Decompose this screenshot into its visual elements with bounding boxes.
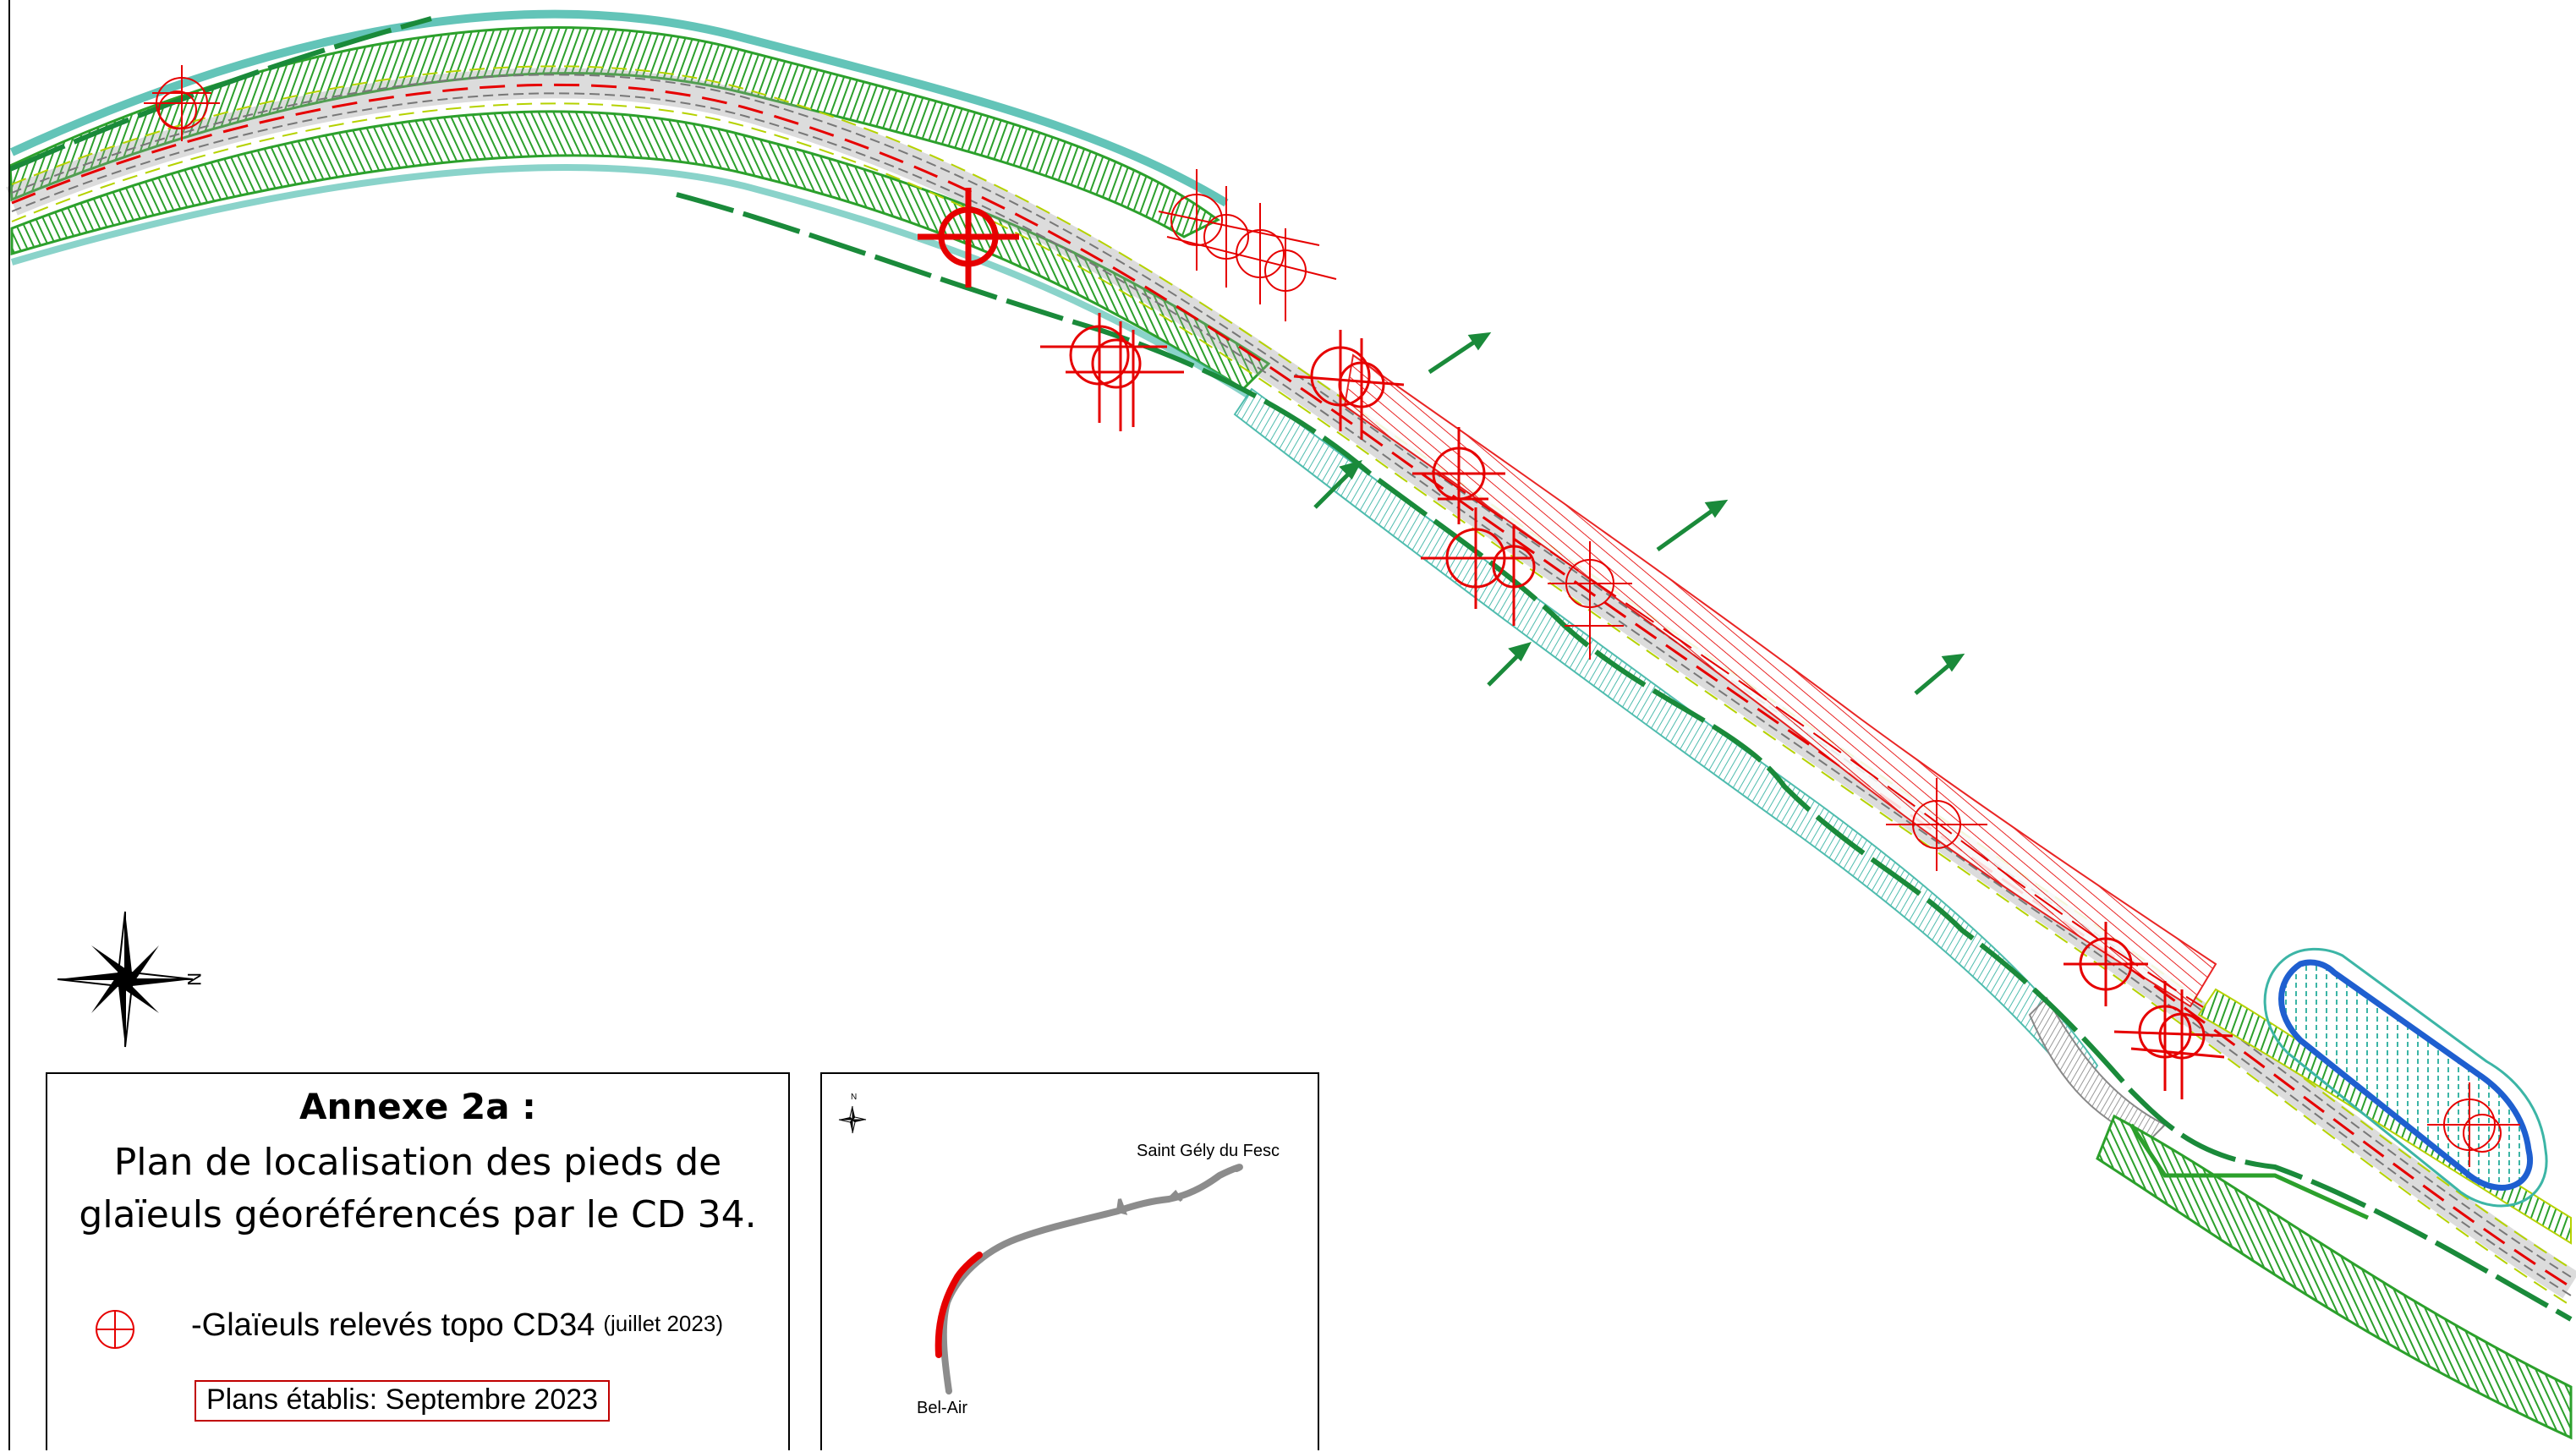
- legend-item-note: (juillet 2023): [603, 1311, 723, 1336]
- inset-place-bottom: Bel-Air: [917, 1399, 968, 1417]
- retention-basin: [2263, 947, 2548, 1208]
- annex-title: Annexe 2a :: [299, 1086, 536, 1127]
- inset-place-top: Saint Gély du Fesc: [1137, 1142, 1280, 1160]
- arrow-icon: [1313, 331, 1965, 695]
- cutting-area: [1343, 353, 2217, 1008]
- compass-north-label: N: [184, 973, 205, 986]
- inset-study-section: [934, 1252, 983, 1358]
- annex-subtitle: Plan de localisation des pieds de glaïeu…: [79, 1141, 757, 1236]
- inset-map: N Saint Gély du Fesc Bel-Air: [820, 1072, 1319, 1450]
- inset-compass-icon: [838, 1105, 867, 1134]
- plans-date-box: Plans établis: Septembre 2023: [195, 1380, 611, 1422]
- inset-route: [940, 1164, 1243, 1394]
- inset-north-label: N: [851, 1093, 857, 1102]
- legend-panel: Annexe 2a : Plan de localisation des pie…: [46, 1072, 790, 1450]
- north-embankment: [8, 26, 1220, 238]
- legend-item: -Glaïeuls relevés topo CD34 (juillet 2023…: [191, 1307, 723, 1344]
- compass-rose-icon: N: [57, 911, 205, 1048]
- south-embankment: [10, 110, 1271, 391]
- plant-location-crosshair-icon: [96, 1310, 134, 1349]
- boundary-line: [676, 192, 2573, 1322]
- map-frame-left: [8, 0, 10, 1450]
- legend-item-label: -Glaïeuls relevés topo CD34: [191, 1307, 595, 1343]
- plant-location-crosshair-icon: [144, 65, 2520, 1167]
